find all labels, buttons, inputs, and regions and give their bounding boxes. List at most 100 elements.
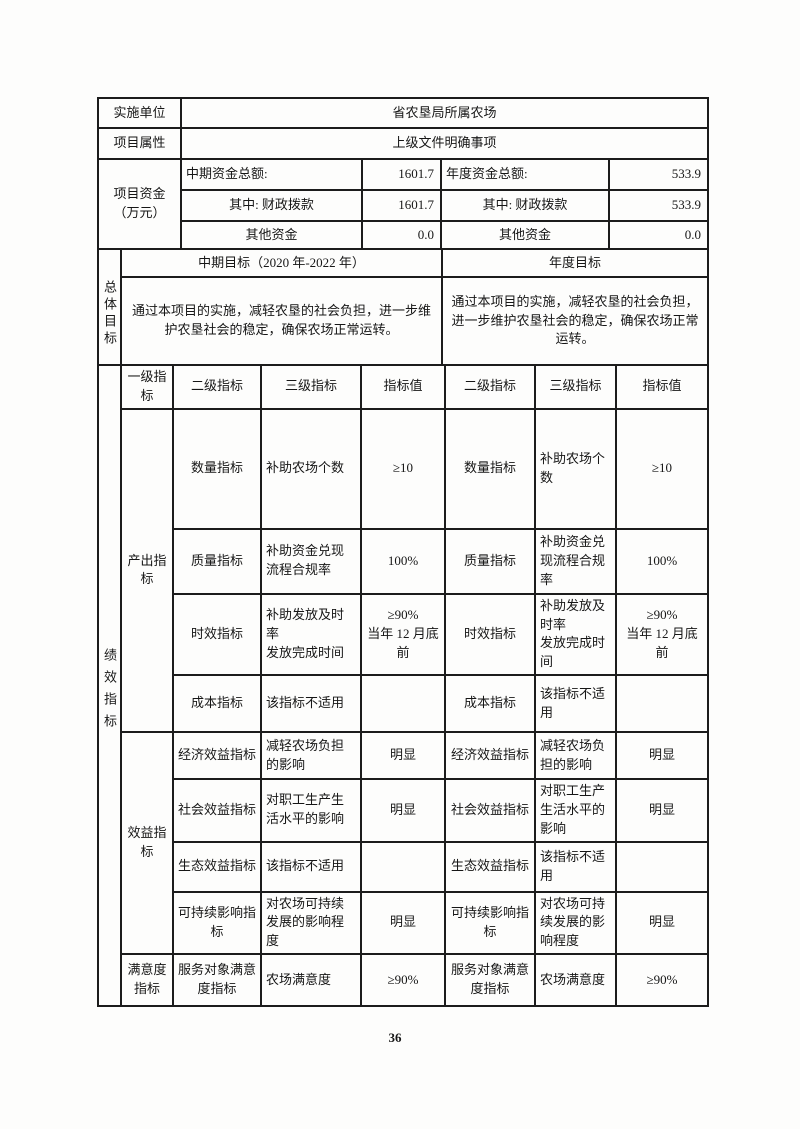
- level2-cell: 经济效益指标: [172, 731, 262, 781]
- goals-table: 总体目标 中期目标（2020 年-2022 年） 年度目标 通过本项目的实施，减…: [97, 248, 709, 366]
- mid-goal-header: 中期目标（2020 年-2022 年）: [120, 248, 443, 278]
- level3-cell: 对职工生产生活水平的影响: [534, 778, 617, 843]
- level3-cell: 对职工生产生活水平的影响: [260, 778, 362, 843]
- level2-cell: 经济效益指标: [444, 731, 536, 781]
- year-other-value: 0.0: [607, 220, 710, 250]
- level1-output: 产出指标: [120, 407, 174, 734]
- mid-fiscal-label: 其中: 财政拨款: [180, 189, 363, 222]
- table-row: 时效指标 补助发放及时率 发放完成时间 ≥90% 当年 12 月底前 时效指标 …: [98, 592, 709, 677]
- implementing-unit-value: 省农垦局所属农场: [179, 97, 710, 129]
- level3-cell: 该指标不适用: [260, 674, 362, 734]
- year-goal-text: 通过本项目的实施，减轻农垦的社会负担，进一步维护农垦社会的稳定，确保农场正常运转…: [441, 276, 709, 366]
- table-row: 生态效益指标 该指标不适用 生态效益指标 该指标不适用: [98, 840, 709, 893]
- overall-goal-label: 总体目标: [97, 248, 122, 366]
- year-goal-header: 年度目标: [441, 248, 709, 278]
- level2-cell: 时效指标: [444, 592, 536, 677]
- level2-cell: 服务对象满意度指标: [444, 953, 536, 1008]
- year-total-value: 533.9: [607, 158, 710, 191]
- value-cell: ≥90% 当年 12 月底前: [360, 592, 446, 677]
- level2-cell: 可持续影响指标: [444, 890, 536, 956]
- level3-cell: 补助发放及时率 发放完成时间: [260, 592, 362, 677]
- level2-cell: 数量指标: [172, 407, 262, 530]
- value-cell: 明显: [615, 731, 709, 781]
- value-cell: [360, 840, 446, 893]
- level2-cell: 成本指标: [444, 674, 536, 734]
- level3-cell: 减轻农场负担的影响: [534, 731, 617, 781]
- mid-total-label: 中期资金总额:: [180, 158, 363, 191]
- page-number: 36: [388, 1030, 402, 1045]
- project-funds-label: 项目资金 （万元）: [97, 158, 182, 250]
- header-year-level2: 二级指标: [444, 364, 536, 410]
- header-year-value: 指标值: [615, 364, 709, 410]
- mid-other-label: 其他资金: [180, 220, 363, 250]
- indicators-header-row: 绩效指标 一级指标 二级指标 三级指标 指标值 二级指标 三级指标 指标值: [97, 363, 709, 1008]
- level2-cell: 时效指标: [172, 592, 262, 677]
- level2-cell: 生态效益指标: [444, 840, 536, 893]
- project-attribute-value: 上级文件明确事项: [179, 127, 710, 160]
- level2-cell: 质量指标: [172, 527, 262, 595]
- level3-cell: 补助资金兑现流程合规率: [260, 527, 362, 595]
- table-row: 总体目标 中期目标（2020 年-2022 年） 年度目标: [97, 248, 709, 366]
- level3-cell: 补助资金兑现流程合规率: [534, 527, 617, 595]
- level3-cell: 农场满意度: [260, 953, 362, 1008]
- level3-cell: 农场满意度: [534, 953, 617, 1008]
- table-row: 其他资金 0.0 其他资金 0.0: [98, 220, 710, 250]
- table-row: 其中: 财政拨款 1601.7 其中: 财政拨款 533.9: [98, 189, 710, 222]
- value-cell: 明显: [615, 890, 709, 956]
- table-row: 效益指标 经济效益指标 减轻农场负担的影响 明显 经济效益指标 减轻农场负担的影…: [98, 731, 709, 956]
- table-row: 满意度指标 服务对象满意度指标 农场满意度 ≥90% 服务对象满意度指标 农场满…: [98, 953, 709, 1008]
- table-row: 项目资金 （万元） 中期资金总额: 1601.7 年度资金总额: 533.9: [97, 158, 710, 250]
- header-mid-level3: 三级指标: [260, 364, 362, 410]
- year-fiscal-value: 533.9: [607, 189, 710, 222]
- project-attribute-label: 项目属性: [97, 127, 182, 160]
- level3-cell: 该指标不适用: [534, 840, 617, 893]
- level3-cell: 补助农场个数: [260, 407, 362, 530]
- header-mid-value: 指标值: [360, 364, 446, 410]
- mid-other-value: 0.0: [361, 220, 442, 250]
- table-row: 实施单位 省农垦局所属农场: [97, 97, 710, 129]
- level3-cell: 对农场可持续发展的影响程度: [260, 890, 362, 956]
- value-cell: 100%: [360, 527, 446, 595]
- value-cell: ≥90% 当年 12 月底前: [615, 592, 709, 677]
- report-table: 实施单位 省农垦局所属农场 项目属性 上级文件明确事项 项目资金 （万元） 中期…: [97, 97, 710, 1008]
- table-row: 社会效益指标 对职工生产生活水平的影响 明显 社会效益指标 对职工生产生活水平的…: [98, 778, 709, 843]
- level3-cell: 该指标不适用: [260, 840, 362, 893]
- level3-cell: 补助农场个数: [534, 407, 617, 530]
- value-cell: [360, 674, 446, 734]
- value-cell: ≥90%: [360, 953, 446, 1008]
- level3-cell: 该指标不适用: [534, 674, 617, 734]
- table-row: 产出指标 数量指标 补助农场个数 ≥10 数量指标 补助农场个数 ≥10: [98, 407, 709, 734]
- value-cell: 明显: [360, 778, 446, 843]
- level2-cell: 生态效益指标: [172, 840, 262, 893]
- value-cell: 100%: [615, 527, 709, 595]
- value-cell: ≥10: [360, 407, 446, 530]
- level2-cell: 社会效益指标: [172, 778, 262, 843]
- implementing-unit-label: 实施单位: [97, 97, 182, 129]
- mid-goal-text: 通过本项目的实施，减轻农垦的社会负担，进一步维护农垦社会的稳定，确保农场正常运转…: [120, 276, 443, 366]
- year-other-label: 其他资金: [440, 220, 610, 250]
- table-row: 可持续影响指标 对农场可持续发展的影响程度 明显 可持续影响指标 对农场可持续发…: [98, 890, 709, 956]
- level3-cell: 减轻农场负担的影响: [260, 731, 362, 781]
- table-row: 成本指标 该指标不适用 成本指标 该指标不适用: [98, 674, 709, 734]
- header-level1: 一级指标: [120, 364, 174, 410]
- mid-total-value: 1601.7: [361, 158, 442, 191]
- value-cell: 明显: [360, 890, 446, 956]
- overall-goal-label-text: 总体目标: [102, 279, 117, 348]
- value-cell: 明显: [615, 778, 709, 843]
- header-mid-level2: 二级指标: [172, 364, 262, 410]
- value-cell: 明显: [360, 731, 446, 781]
- level2-cell: 可持续影响指标: [172, 890, 262, 956]
- performance-indicators-label: 绩效指标: [97, 363, 122, 1008]
- table-row: 通过本项目的实施，减轻农垦的社会负担，进一步维护农垦社会的稳定，确保农场正常运转…: [98, 276, 709, 366]
- header-year-level3: 三级指标: [534, 364, 617, 410]
- year-total-label: 年度资金总额:: [440, 158, 610, 191]
- info-table: 实施单位 省农垦局所属农场 项目属性 上级文件明确事项 项目资金 （万元） 中期…: [97, 97, 710, 250]
- level2-cell: 服务对象满意度指标: [172, 953, 262, 1008]
- value-cell: ≥90%: [615, 953, 709, 1008]
- level2-cell: 质量指标: [444, 527, 536, 595]
- table-row: 项目属性 上级文件明确事项: [97, 127, 710, 160]
- value-cell: [615, 674, 709, 734]
- level3-cell: 补助发放及时率 发放完成时间: [534, 592, 617, 677]
- level2-cell: 成本指标: [172, 674, 262, 734]
- level1-benefit: 效益指标: [120, 731, 174, 956]
